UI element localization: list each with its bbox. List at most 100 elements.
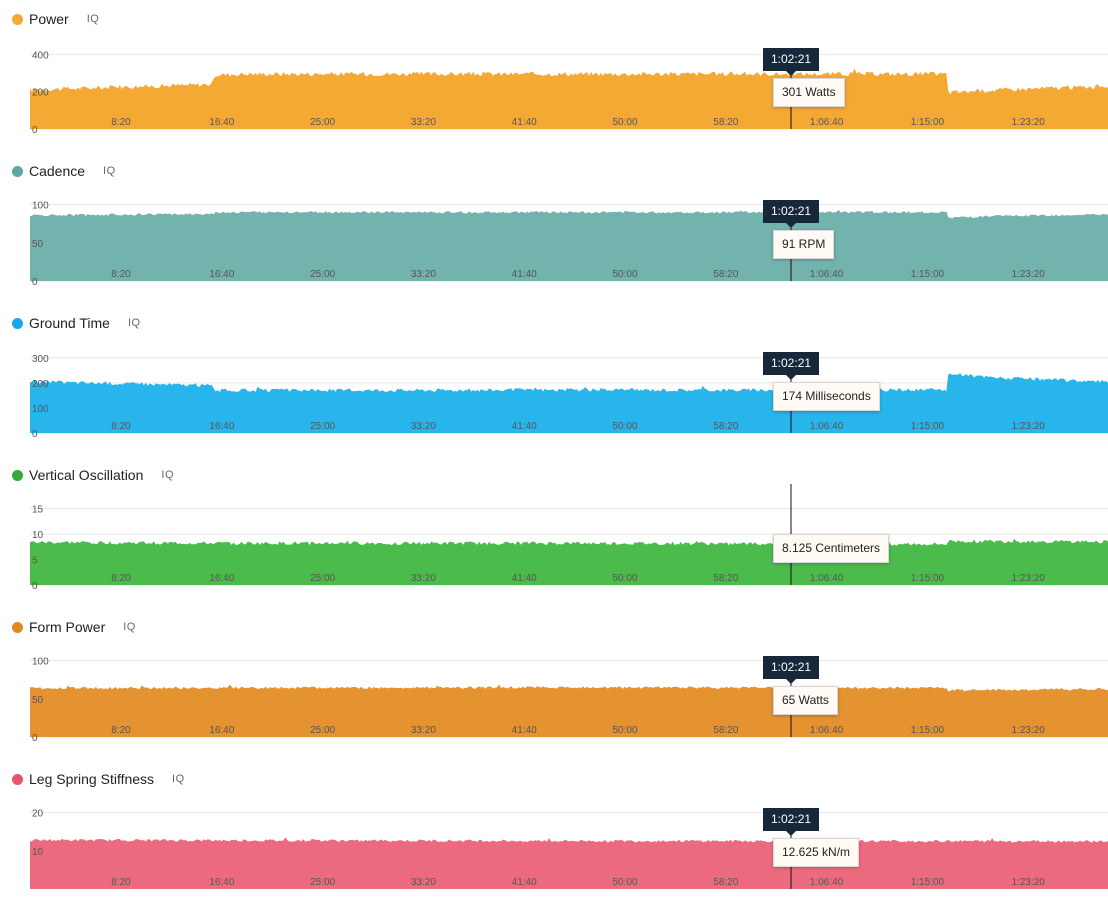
- cursor-time-tooltip: 1:02:21: [763, 352, 820, 380]
- iq-badge[interactable]: IQ: [161, 469, 175, 481]
- series-area: [30, 373, 1108, 433]
- x-tick-label: 8:20: [111, 573, 131, 584]
- iq-badge[interactable]: IQ: [123, 621, 136, 633]
- x-tick-label: 58:20: [713, 269, 738, 280]
- y-tick-label: 5: [32, 556, 38, 567]
- y-tick-label: 300: [32, 354, 49, 365]
- x-tick-label: 1:06:40: [810, 421, 844, 432]
- x-tick-label: 1:15:00: [911, 573, 945, 584]
- x-tick-label: 41:40: [512, 877, 537, 888]
- x-tick-label: 50:00: [612, 877, 637, 888]
- cursor-value-label: 65 Watts: [773, 686, 838, 715]
- cursor-time-tooltip: 1:02:21: [763, 48, 820, 76]
- x-tick-label: 41:40: [512, 269, 537, 280]
- iq-badge[interactable]: IQ: [127, 317, 141, 329]
- y-tick-label: 200: [32, 88, 49, 99]
- y-tick-label: 50: [32, 695, 44, 706]
- x-tick-label: 1:15:00: [911, 725, 945, 736]
- x-tick-label: 1:06:40: [810, 725, 844, 736]
- y-tick-label: 200: [32, 379, 49, 390]
- chart-header: Power IQ: [12, 10, 99, 28]
- cursor-value-label: 301 Watts: [773, 78, 845, 107]
- y-tick-label: 400: [32, 50, 49, 61]
- area-chart[interactable]: 0 200 400 8:20 16:40 25:00 33:20 41:40 50:00 58:2…: [0, 28, 1108, 136]
- x-tick-label: 58:20: [713, 573, 738, 584]
- x-tick-label: 1:15:00: [911, 421, 945, 432]
- y-tick-label: 0: [32, 277, 38, 288]
- chart-panel-ground-time: Ground Time IQ 0 100 200 300 8:20 16:40 25:00 33:…: [0, 304, 1108, 456]
- iq-badge[interactable]: IQ: [103, 165, 116, 177]
- iq-badge[interactable]: IQ: [172, 773, 185, 785]
- series-area: [30, 684, 1108, 737]
- x-tick-label: 41:40: [512, 725, 537, 736]
- y-tick-label: 20: [32, 809, 44, 820]
- x-tick-label: 25:00: [310, 877, 335, 888]
- series-color-dot: [12, 317, 23, 329]
- y-tick-label: 0: [32, 429, 38, 440]
- x-tick-label: 33:20: [411, 117, 436, 128]
- x-tick-label: 1:15:00: [911, 269, 945, 280]
- x-tick-label: 1:06:40: [810, 269, 844, 280]
- x-tick-label: 16:40: [209, 725, 234, 736]
- x-tick-label: 33:20: [411, 877, 436, 888]
- x-tick-label: 16:40: [209, 269, 234, 280]
- x-tick-label: 33:20: [411, 573, 436, 584]
- series-color-dot: [12, 773, 23, 785]
- x-tick-label: 1:23:20: [1012, 269, 1046, 280]
- x-tick-label: 1:23:20: [1012, 877, 1046, 888]
- y-tick-label: 0: [32, 125, 38, 136]
- x-tick-label: 1:23:20: [1012, 725, 1046, 736]
- area-chart[interactable]: 0 5 10 15 8:20 16:40 25:00 33:20 41:40 50:00 58:20…: [0, 484, 1108, 592]
- x-tick-label: 16:40: [209, 573, 234, 584]
- chart-panel-power: Power IQ 0 200 400 8:20 16:40 25:00 33:20 41:40 50…: [0, 0, 1108, 152]
- x-tick-label: 16:40: [209, 117, 234, 128]
- iq-badge[interactable]: IQ: [86, 13, 100, 25]
- x-tick-label: 1:15:00: [911, 877, 945, 888]
- x-tick-label: 25:00: [310, 725, 335, 736]
- chart-title[interactable]: Power: [29, 11, 69, 27]
- y-tick-label: 0: [32, 733, 38, 744]
- x-tick-label: 25:00: [310, 573, 335, 584]
- area-chart[interactable]: 0 50 100 8:20 16:40 25:00 33:20 41:40 50:00 58:20…: [0, 636, 1108, 744]
- chart-title[interactable]: Cadence: [29, 163, 86, 179]
- chart-title[interactable]: Vertical Oscillation: [29, 467, 144, 483]
- y-tick-label: 100: [32, 657, 49, 668]
- area-chart[interactable]: 0 100 200 300 8:20 16:40 25:00 33:20 41:40 50:00 5…: [0, 332, 1108, 440]
- x-tick-label: 33:20: [411, 725, 436, 736]
- chart-panel-leg-spring-stiffness: Leg Spring Stiffness IQ 10 20 8:20 16:40 25:00…: [0, 760, 1108, 912]
- chart-panel-vertical-oscillation: Vertical Oscillation IQ 0 5 10 15 8:20 16:40 25:…: [0, 456, 1108, 608]
- x-tick-label: 1:06:40: [810, 877, 844, 888]
- series-color-dot: [12, 469, 23, 481]
- series-area: [30, 68, 1108, 129]
- y-tick-label: 100: [32, 404, 49, 415]
- series-area: [30, 209, 1108, 281]
- x-tick-label: 58:20: [713, 117, 738, 128]
- series-color-dot: [12, 13, 23, 25]
- cursor-value-label: 91 RPM: [773, 230, 835, 259]
- x-tick-label: 1:06:40: [810, 573, 844, 584]
- chart-title[interactable]: Leg Spring Stiffness: [29, 771, 155, 787]
- chart-header: Cadence IQ: [12, 162, 116, 180]
- area-chart[interactable]: 0 50 100 8:20 16:40 25:00 33:20 41:40 50:00 58:20…: [0, 180, 1108, 288]
- chart-panel-form-power: Form Power IQ 0 50 100 8:20 16:40 25:00 33:20 41:…: [0, 608, 1108, 760]
- x-tick-label: 1:23:20: [1012, 117, 1046, 128]
- x-tick-label: 25:00: [310, 269, 335, 280]
- series-color-dot: [12, 165, 23, 177]
- chart-title[interactable]: Ground Time: [29, 315, 110, 331]
- x-tick-label: 50:00: [612, 573, 637, 584]
- cursor-value-label: 12.625 kN/m: [773, 838, 860, 867]
- cursor-time-tooltip: 1:02:21: [763, 808, 820, 836]
- y-tick-label: 10: [32, 847, 44, 858]
- x-tick-label: 50:00: [612, 269, 637, 280]
- area-chart[interactable]: 10 20 8:20 16:40 25:00 33:20 41:40 50:00 58:20 1:…: [0, 788, 1108, 889]
- x-tick-label: 41:40: [512, 573, 537, 584]
- cursor-time-tooltip: 1:02:21: [763, 200, 820, 228]
- x-tick-label: 8:20: [111, 877, 131, 888]
- x-tick-label: 58:20: [713, 725, 738, 736]
- chart-title[interactable]: Form Power: [29, 619, 106, 635]
- chart-header: Ground Time IQ: [12, 314, 141, 332]
- series-area: [30, 837, 1108, 889]
- y-tick-label: 0: [32, 581, 38, 592]
- chart-header: Leg Spring Stiffness IQ: [12, 770, 185, 788]
- chart-header: Vertical Oscillation IQ: [12, 466, 174, 484]
